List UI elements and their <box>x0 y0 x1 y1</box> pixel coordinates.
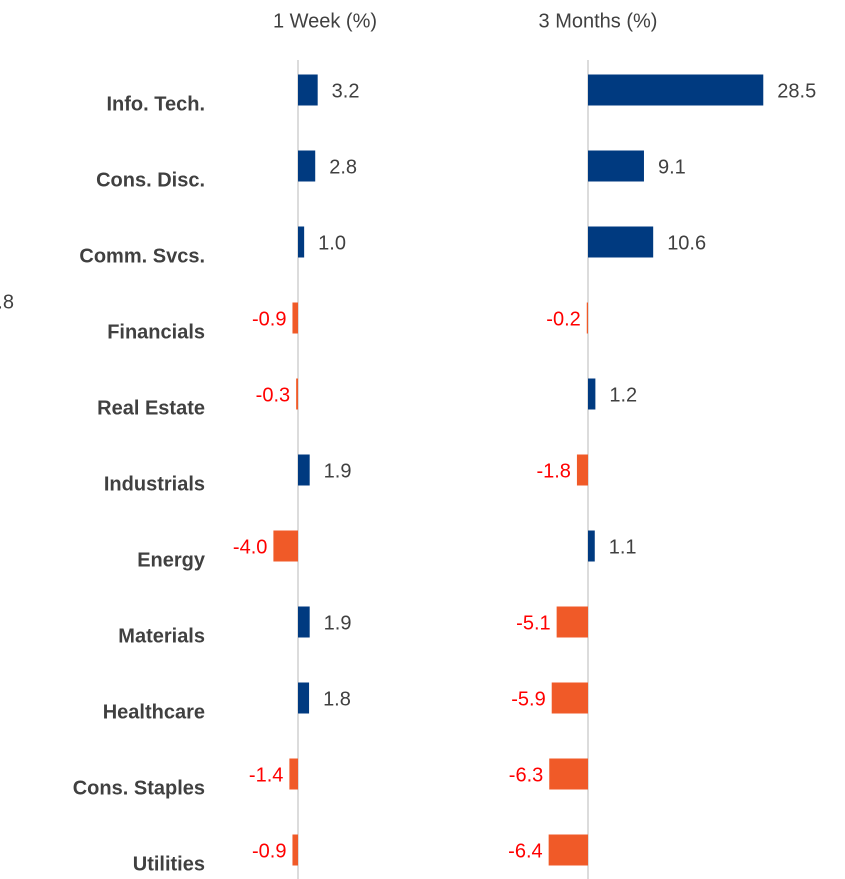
panel-title: 3 Months (%) <box>539 10 658 32</box>
value-label: -0.9 <box>252 308 286 330</box>
bar <box>588 150 644 182</box>
bar <box>549 758 588 790</box>
bar <box>586 302 588 334</box>
value-label: 9.1 <box>658 156 686 178</box>
annotation: 4.8 <box>0 291 14 313</box>
bar <box>292 302 298 334</box>
category-label: Cons. Disc. <box>96 169 205 191</box>
value-label: -0.3 <box>256 384 290 406</box>
bar <box>576 454 588 486</box>
bar <box>588 530 595 562</box>
value-label: 3.2 <box>332 80 360 102</box>
category-label: Info. Tech. <box>106 93 205 115</box>
category-label: Industrials <box>104 473 205 495</box>
category-label: Healthcare <box>103 701 205 723</box>
value-label: 1.1 <box>609 536 637 558</box>
bar <box>298 74 318 106</box>
bar <box>298 226 305 258</box>
category-label: Financials <box>107 321 205 343</box>
bar <box>273 530 298 562</box>
category-label: Cons. Staples <box>73 777 205 799</box>
bar <box>289 758 298 790</box>
value-label: -6.3 <box>509 764 543 786</box>
value-label: -6.4 <box>508 840 542 862</box>
bar <box>556 606 588 638</box>
bar <box>292 834 298 866</box>
bar <box>298 150 316 182</box>
value-label: 28.5 <box>777 80 816 102</box>
bar <box>298 606 310 638</box>
panel-title: 1 Week (%) <box>273 10 377 32</box>
category-label: Comm. Svcs. <box>79 245 205 267</box>
value-label: 1.8 <box>323 688 351 710</box>
category-label: Materials <box>118 625 205 647</box>
category-label: Energy <box>137 549 206 571</box>
bar <box>588 226 654 258</box>
value-label: 1.9 <box>324 612 352 634</box>
category-label: Real Estate <box>97 397 205 419</box>
value-label: -1.8 <box>536 460 570 482</box>
bar <box>298 682 310 714</box>
value-label: 1.9 <box>324 460 352 482</box>
bar <box>296 378 298 410</box>
value-label: -0.9 <box>252 840 286 862</box>
bar <box>551 682 588 714</box>
value-label: -0.2 <box>546 308 580 330</box>
bar <box>548 834 588 866</box>
value-label: 2.8 <box>329 156 357 178</box>
bar <box>588 378 596 410</box>
value-label: -4.0 <box>233 536 267 558</box>
value-label: -5.1 <box>516 612 550 634</box>
bar <box>298 454 310 486</box>
category-label: Utilities <box>133 853 205 875</box>
value-label: -5.9 <box>511 688 545 710</box>
value-label: 10.6 <box>667 232 706 254</box>
value-label: 1.2 <box>609 384 637 406</box>
bar <box>588 74 764 106</box>
value-label: -1.4 <box>249 764 283 786</box>
value-label: 1.0 <box>318 232 346 254</box>
